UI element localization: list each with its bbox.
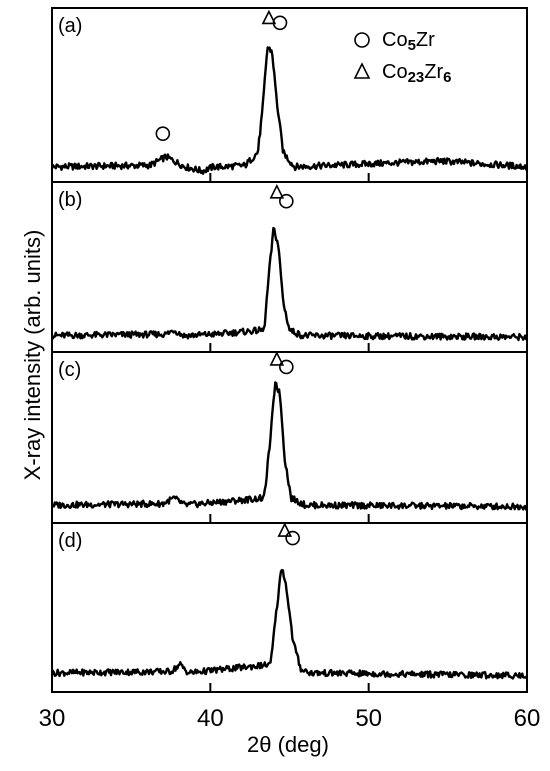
panel-label: (b) <box>58 189 82 211</box>
x-tick-label: 60 <box>514 705 541 732</box>
co5zr-marker <box>155 126 171 141</box>
co23zr6-marker <box>277 522 293 537</box>
co5zr-marker <box>285 530 300 546</box>
co23zr6-marker <box>269 184 285 199</box>
x-tick-label: 50 <box>355 705 382 732</box>
series-line <box>50 568 529 680</box>
legend-label: Co23Zr6 <box>382 61 452 86</box>
panel-b: (b) <box>51 181 528 353</box>
panel-a: (a) <box>50 7 529 183</box>
co23zr6-marker <box>269 351 285 366</box>
panel-label: (a) <box>58 15 82 37</box>
co23zr6-marker <box>261 9 277 25</box>
panel-frame <box>51 522 528 693</box>
panel-label: (d) <box>58 530 82 552</box>
co5zr-marker <box>272 15 288 31</box>
legend: Co5Zr Co23Zr6 <box>353 29 452 86</box>
legend-label: Co5Zr <box>382 29 435 54</box>
panel-label: (c) <box>58 359 81 381</box>
legend-triangle-marker <box>353 62 371 79</box>
x-axis-label: 2θ (deg) <box>247 732 329 757</box>
panels-layer: (a) (b) (c) (d) <box>50 7 529 693</box>
x-tick-label: 40 <box>197 705 224 732</box>
x-tick-label: 30 <box>39 705 66 732</box>
co5zr-marker <box>279 359 294 375</box>
legend-circle-marker <box>354 32 370 48</box>
panel-frame <box>51 7 528 183</box>
series-line <box>50 46 529 175</box>
panel-frame <box>51 351 528 524</box>
panel-c: (c) <box>51 351 528 524</box>
y-axis-label: X-ray intensity (arb. units) <box>20 230 45 481</box>
series-line <box>51 381 528 511</box>
co5zr-marker <box>279 193 294 209</box>
panel-d: (d) <box>50 522 529 693</box>
series-line <box>51 226 528 342</box>
x-axis: 30 40 50 60 <box>39 705 541 732</box>
